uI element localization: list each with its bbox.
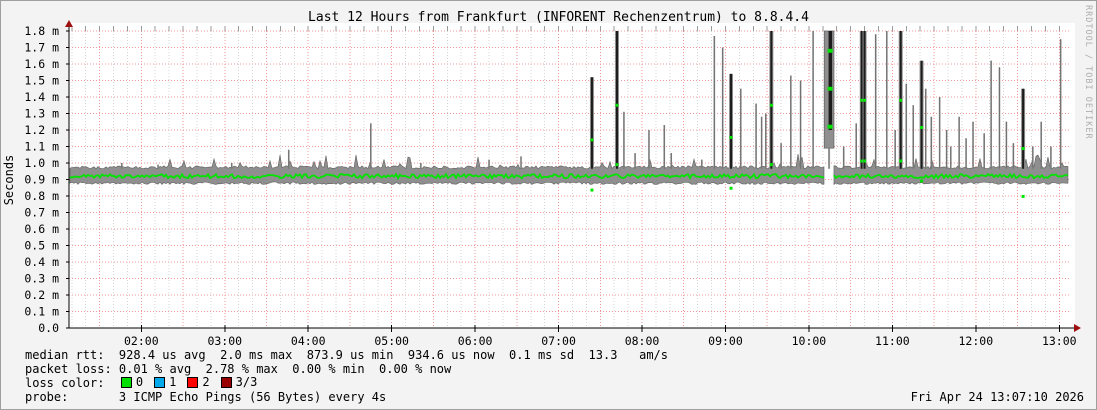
x-tick-label: 13:00 [1042,334,1077,348]
loss-color-value: 0 [135,375,144,390]
loss-color-swatch [220,376,232,388]
y-tick-label: 0.6 m [24,222,59,236]
x-tick-label: 08:00 [625,334,660,348]
y-tick-label: 0.0 [38,321,59,335]
loss-color-value: 3/3 [235,375,258,390]
legend-probe-label: probe: [25,390,119,404]
loss-color-value: 2 [202,375,210,390]
axes [65,20,1081,332]
x-tick-label: 04:00 [291,334,326,348]
y-tick-label: 0.2 m [24,288,59,302]
loss-event-column [823,30,835,169]
x-tick-label: 05:00 [374,334,409,348]
y-tick-label: 1.7 m [24,41,59,55]
loss-color-item: 1 [152,375,176,389]
y-tick-label: 1.0 m [24,156,59,170]
legend-probe-value: 3 ICMP Echo Pings (56 Bytes) every 4s [118,390,387,404]
chart-title: Last 12 Hours from Frankfurt (INFORENT R… [308,10,809,25]
median-line [69,172,1069,181]
legend: median rtt: 928.4 us avg 2.0 ms max 873.… [25,348,668,404]
y-tick-label: 0.7 m [24,206,59,220]
loss-color-swatch [120,376,132,388]
loss-color-item: 2 [185,375,210,390]
loss-color-swatch [187,376,199,388]
x-axis-ticks: 02:00 03:00 04:00 05:00 06:00 07:00 08:00 09:00… [124,325,1077,348]
x-tick-label: 02:00 [124,334,159,348]
x-tick-label: 09:00 [708,334,743,348]
y-tick-label: 0.4 m [24,255,59,269]
y-tick-label: 1.4 m [24,90,59,104]
loss-color-item: 3/3 [219,375,258,390]
y-axis-ticks: 0.0 0.1 m 0.2 m 0.3 m 0.4 m 0.5 m 0.6 m 0.7 m 0.… [24,24,69,335]
x-tick-label: 11:00 [875,334,910,348]
x-tick-label: 10:00 [792,334,827,348]
loss-color-item: 0 [119,375,143,389]
y-tick-label: 1.3 m [24,107,59,121]
legend-loss-color: loss color: 0 1 2 3/3 [25,375,668,391]
loss-color-swatch [154,376,166,388]
x-tick-label: 07:00 [541,334,576,348]
y-tick-label: 1.8 m [24,24,59,38]
y-tick-label: 0.8 m [24,189,59,203]
legend-loss-color-label: loss color: [25,376,119,390]
y-tick-label: 0.3 m [24,272,59,286]
y-tick-label: 1.6 m [24,57,59,71]
latency-spikes [121,31,1062,198]
y-tick-label: 0.1 m [24,305,59,319]
legend-packet-loss: packet loss: 0.01 % avg 2.78 % max 0.00 … [25,362,452,376]
x-tick-label: 03:00 [207,334,242,348]
loss-color-value: 1 [169,375,177,390]
x-tick-label: 12:00 [959,334,994,348]
plot-area: 0.0 0.1 m 0.2 m 0.3 m 0.4 m 0.5 m 0.6 m 0.7 m 0.… [24,20,1081,348]
y-tick-label: 1.1 m [24,140,59,154]
x-tick-label: 06:00 [458,334,493,348]
generated-timestamp: Fri Apr 24 13:07:10 2026 [910,390,1084,404]
legend-probe: probe: 3 ICMP Echo Pings (56 Bytes) ever… [25,390,668,404]
grid-lines [69,26,1069,328]
legend-loss-color-items: 0 1 2 3/3 [119,375,266,391]
y-tick-label: 1.5 m [24,74,59,88]
rrdtool-watermark: RRDTOOL / TOBI OETIKER [1083,5,1093,140]
legend-median-rtt: median rtt: 928.4 us avg 2.0 ms max 873.… [25,348,668,362]
y-tick-label: 1.2 m [24,123,59,137]
y-tick-label: 0.9 m [24,173,59,187]
y-tick-label: 0.5 m [24,239,59,253]
